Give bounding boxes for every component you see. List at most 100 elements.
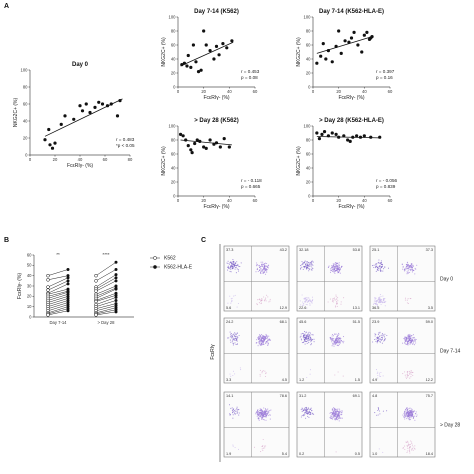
event-dot: [412, 374, 414, 376]
event-dot: [229, 270, 231, 272]
event-dot: [261, 344, 263, 346]
event-dot: [305, 268, 307, 270]
event-dot: [407, 418, 410, 420]
event-dot: [410, 340, 412, 342]
event-dot: [406, 444, 408, 446]
x-tick-label: 0: [177, 89, 180, 94]
flow-plot: 37.3 43.2 5.6 12.9: [223, 245, 290, 312]
event-dot: [259, 340, 261, 342]
legend-entry: K562: [164, 256, 176, 262]
event-dot: [333, 345, 335, 347]
event-dot: [308, 270, 310, 272]
pair-line: [95, 262, 117, 276]
data-point: [225, 46, 229, 50]
event-dot: [408, 412, 410, 414]
data-point: [100, 102, 105, 106]
event-dot: [377, 334, 379, 336]
event-dot: [404, 445, 406, 447]
event-dot: [409, 334, 411, 336]
event-dot: [338, 265, 340, 267]
event-dot: [336, 302, 338, 304]
event-dot: [407, 376, 409, 378]
event-dot: [409, 377, 411, 379]
event-dot: [406, 273, 408, 275]
event-dot: [259, 335, 261, 337]
event-dot: [337, 262, 339, 265]
event-dot: [379, 262, 381, 264]
event-dot: [259, 266, 261, 268]
event-dot: [260, 408, 262, 410]
event-dot: [253, 446, 256, 448]
event-dot: [337, 416, 339, 418]
event-dot: [260, 261, 262, 263]
event-dot: [335, 267, 337, 269]
event-dot: [338, 341, 340, 343]
event-dot: [306, 261, 309, 263]
event-dot: [235, 265, 237, 267]
event-dot: [338, 420, 340, 422]
event-dot: [334, 374, 336, 376]
event-dot: [312, 334, 314, 336]
event-dot: [337, 264, 339, 267]
event-dot: [231, 265, 233, 267]
event-dot: [259, 410, 261, 412]
event-dot: [299, 336, 301, 338]
event-dot: [257, 299, 259, 301]
quadrant-upper-right: 43.2: [280, 248, 287, 252]
event-dot: [384, 305, 386, 307]
event-dot: [260, 339, 262, 341]
event-dot: [257, 417, 259, 419]
event-dot: [380, 339, 382, 342]
event-dot: [332, 298, 334, 300]
regression-line: [44, 98, 123, 137]
event-dot: [387, 267, 390, 269]
stat-r: r = 0.453: [241, 69, 260, 74]
event-dot: [372, 341, 374, 343]
event-dot: [407, 334, 409, 336]
event-dot: [265, 265, 267, 267]
stat-p: p = 0.665: [241, 184, 261, 189]
event-dot: [409, 333, 411, 335]
event-dot: [308, 262, 310, 264]
k562-hla-e-point: [66, 279, 70, 283]
event-dot: [333, 411, 335, 413]
data-point: [204, 43, 208, 47]
event-dot: [337, 271, 339, 273]
event-dot: [234, 446, 236, 449]
event-dot: [412, 449, 414, 451]
event-dot: [340, 417, 342, 419]
event-dot: [235, 272, 237, 274]
event-dot: [265, 333, 267, 335]
data-point: [193, 141, 197, 146]
event-dot: [257, 415, 259, 417]
event-dot: [310, 341, 312, 343]
y-axis-label: NKG2C+ (%): [13, 98, 19, 128]
y-tick-label: 100: [304, 14, 312, 19]
event-dot: [401, 264, 403, 266]
flow-plot: 23.9 59.0 4.9 12.2: [369, 317, 436, 384]
event-dot: [303, 334, 305, 336]
event-dot: [411, 268, 414, 270]
x-tick-label: 60: [103, 157, 108, 162]
event-dot: [376, 304, 378, 306]
event-dot: [402, 265, 404, 267]
y-tick-label: 20: [306, 70, 311, 75]
event-dot: [303, 341, 305, 343]
event-dot: [258, 302, 260, 304]
event-dot: [329, 338, 332, 340]
flow-plot: 14.1 78.6 1.9 5.4: [223, 391, 290, 458]
event-dot: [300, 409, 302, 411]
data-point: [322, 130, 327, 134]
event-dot: [310, 408, 312, 411]
event-dot: [406, 374, 408, 376]
event-dot: [230, 268, 232, 270]
event-dot: [334, 270, 337, 272]
k562-hla-e-point: [114, 302, 118, 306]
event-dot: [373, 300, 375, 302]
event-dot: [306, 341, 308, 343]
event-dot: [265, 297, 267, 299]
data-point: [362, 33, 366, 37]
event-dot: [331, 341, 333, 343]
event-dot: [374, 412, 376, 414]
event-dot: [332, 301, 334, 303]
